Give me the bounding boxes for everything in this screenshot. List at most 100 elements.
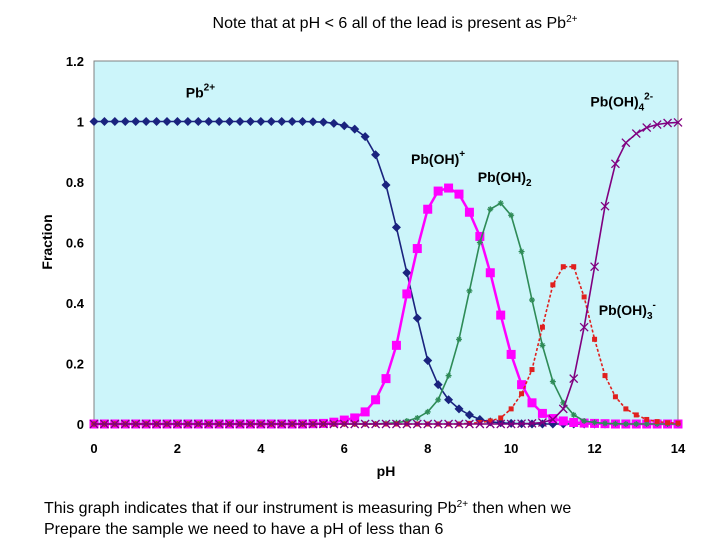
data-point [519, 391, 525, 397]
data-point [402, 419, 412, 429]
data-point [99, 117, 109, 126]
data-point [298, 117, 308, 126]
data-point [204, 117, 214, 126]
data-point [412, 244, 422, 254]
data-point [287, 117, 297, 126]
data-point [642, 123, 652, 133]
data-point [350, 124, 360, 134]
data-point [391, 222, 401, 232]
data-point [256, 117, 266, 126]
data-point [560, 399, 567, 406]
data-point [245, 117, 255, 126]
data-point [477, 419, 483, 425]
data-point [612, 394, 618, 400]
data-point [590, 262, 600, 272]
data-point [266, 117, 276, 126]
data-point [475, 231, 485, 241]
data-point [339, 419, 349, 429]
data-point [381, 374, 391, 384]
data-point [558, 416, 568, 426]
data-point [497, 200, 504, 207]
data-point [131, 419, 141, 429]
data-point [423, 419, 433, 429]
data-point [214, 419, 224, 429]
data-point [162, 117, 172, 126]
data-point [403, 417, 410, 424]
y-tick-label: 0.4 [66, 296, 85, 311]
data-point [120, 419, 130, 429]
title-superscript: 2+ [566, 14, 578, 25]
data-point [287, 419, 297, 429]
y-tick-label: 1.2 [66, 54, 84, 69]
data-point [225, 117, 235, 126]
plot-area [93, 60, 679, 425]
data-point [193, 117, 203, 126]
species-label-subscript: 4 [639, 102, 645, 113]
data-point [360, 132, 370, 142]
data-point [445, 372, 452, 379]
data-point [424, 408, 431, 415]
data-point [89, 117, 99, 126]
data-point [414, 414, 421, 421]
data-point [371, 419, 381, 429]
data-point [569, 374, 579, 384]
data-point [631, 129, 641, 139]
data-point [318, 117, 328, 127]
species-label-superscript: 2- [644, 91, 653, 102]
data-point [89, 419, 99, 429]
data-point [360, 407, 370, 417]
data-point [256, 419, 266, 429]
data-point [496, 418, 506, 428]
chart-svg: 00.20.40.60.811.20 2 4 6 8 10 12 14 Pb2+Pb(OH)+… [39, 54, 686, 479]
caption: This graph indicates that if our instrum… [44, 494, 704, 540]
data-point [454, 404, 464, 414]
species-label: Pb(OH)+ [411, 149, 465, 167]
data-point [602, 373, 608, 379]
data-point [235, 419, 245, 429]
data-point [402, 268, 412, 278]
species-label-base: Pb(OH) [590, 93, 638, 109]
data-point [558, 404, 568, 414]
data-point [560, 264, 566, 270]
data-point [245, 419, 255, 429]
data-point [329, 118, 339, 128]
data-point [277, 419, 287, 429]
data-point [496, 419, 506, 429]
data-point [581, 417, 588, 424]
y-axis-label: Fraction [39, 214, 55, 269]
data-point [444, 395, 454, 405]
data-point [549, 378, 556, 385]
data-point [506, 349, 516, 359]
data-point [643, 421, 650, 427]
species-label: Pb(OH)2 [478, 169, 532, 189]
data-point [339, 415, 349, 425]
data-point [485, 419, 495, 429]
data-point [350, 419, 360, 429]
data-point [550, 282, 556, 288]
data-point [581, 294, 587, 300]
data-point [592, 336, 598, 342]
data-point [456, 336, 462, 343]
y-tick-label: 0.8 [66, 175, 84, 190]
species-label: Pb(OH)42- [590, 91, 653, 113]
data-point [214, 117, 224, 126]
data-point [506, 419, 516, 429]
data-point [487, 418, 493, 424]
data-point [654, 419, 660, 425]
data-point [412, 313, 422, 323]
data-point [183, 117, 193, 126]
data-point [537, 408, 547, 418]
data-point [193, 419, 203, 429]
data-point [391, 340, 401, 350]
data-point [381, 180, 391, 190]
data-point [444, 183, 454, 193]
data-point [612, 420, 619, 427]
data-point [172, 419, 182, 429]
slide-title: Note that at pH < 6 all of the lead is p… [0, 14, 720, 33]
data-point [466, 287, 473, 294]
data-point [464, 207, 474, 217]
data-point [423, 204, 433, 214]
data-point [454, 189, 464, 199]
data-point [673, 117, 683, 127]
species-label-superscript: - [653, 300, 656, 311]
